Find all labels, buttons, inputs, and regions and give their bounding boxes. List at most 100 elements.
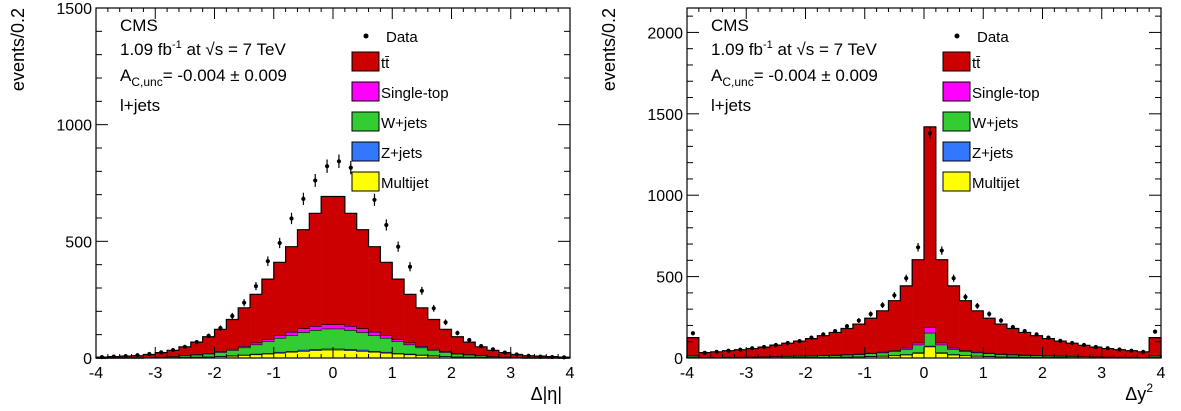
data-point-36: [1117, 347, 1122, 352]
bar-0-11: [226, 355, 239, 358]
data-point-26: [407, 264, 413, 269]
bar-2-24: [380, 337, 393, 352]
bar-0-15: [864, 356, 877, 358]
bar-4-24: [971, 310, 984, 352]
data-point-25: [987, 311, 992, 317]
bar-3-20: [333, 324, 346, 329]
asymmetry-label: AC,unc= -0.004 ± 0.009: [120, 66, 287, 89]
bar-2-32: [475, 355, 488, 358]
bar-2-22: [947, 349, 960, 355]
bar-2-12: [238, 347, 251, 355]
legend-data-label: Data: [386, 29, 418, 46]
bar-4-13: [841, 328, 854, 355]
legend-swatch-2: [351, 111, 380, 132]
x-tick-label-8: 4: [566, 365, 575, 382]
channel-label: l+jets: [120, 96, 160, 115]
bar-4-29: [1030, 335, 1043, 356]
bar-4-5: [155, 352, 168, 357]
data-point-20: [336, 159, 342, 164]
delta-eta-chart: -4 -3 -2 -1 0 1 2 3 4 0 500 1000 1500 events/0.2 Δ|η| C…: [8, 1, 575, 404]
channel-label: l+jets: [711, 96, 751, 115]
bar-2-12: [829, 355, 842, 357]
data-point-16: [880, 302, 885, 308]
data-point-12: [242, 300, 247, 305]
bar-3-23: [368, 331, 381, 336]
bar-0-19: [321, 349, 334, 358]
bar-0-23: [368, 351, 381, 358]
bar-4-33: [1078, 345, 1091, 357]
data-point-27: [419, 288, 424, 293]
data-point-10: [809, 335, 814, 340]
legend-label-2: W+jets: [381, 115, 427, 132]
bar-4-27: [415, 307, 429, 347]
bar-3-26: [404, 342, 417, 345]
bar-4-15: [864, 318, 877, 353]
legend-swatch-4: [351, 171, 380, 192]
data-point-15: [868, 311, 873, 317]
data-point-7: [182, 344, 187, 349]
bar-4-30: [1042, 338, 1055, 356]
stacked-histogram: [686, 126, 1162, 359]
data-point-38: [1141, 349, 1146, 354]
delta-y-squared-chart: -4 -3 -2 -1 0 1 2 3 4 0 500 1000 1500 2000 events/0.2 Δ…: [599, 7, 1166, 404]
bar-4-30: [451, 336, 464, 354]
data-point-8: [785, 340, 790, 346]
annotations: CMS 1.09 fb-1 at √s = 7 TeV AC,unc= -0.004…: [711, 16, 878, 115]
bar-2-26: [995, 354, 1008, 357]
data-point-31: [1058, 338, 1063, 344]
bar-0-12: [238, 355, 251, 358]
legend-label-1: Single-top: [381, 85, 449, 102]
bar-3-27: [415, 346, 429, 348]
bar-3-21: [935, 342, 948, 345]
data-point-19: [915, 245, 921, 250]
legend-label-1: Single-top: [972, 85, 1040, 102]
y-tick-label-1: 500: [65, 234, 92, 251]
x-tick-label-1: -3: [148, 365, 162, 382]
data-point-13: [253, 284, 259, 289]
bar-3-17: [297, 328, 310, 333]
bar-4-9: [793, 341, 806, 356]
bar-4-22: [947, 285, 960, 348]
bar-2-39: [1149, 355, 1162, 358]
data-point-35: [1105, 346, 1110, 351]
data-point-18: [904, 276, 909, 281]
bar-4-11: [817, 335, 830, 356]
bar-2-7: [178, 355, 192, 358]
data-point-39: [1152, 329, 1158, 334]
legend-swatch-0: [351, 51, 380, 72]
bar-2-30: [451, 353, 464, 357]
y-axis-title: events/0.2: [8, 8, 28, 91]
data-point-11: [821, 332, 826, 337]
y-axis: 0 500 1000 1500 2000: [647, 15, 1161, 368]
bar-2-18: [309, 330, 322, 350]
bar-4-36: [1113, 349, 1126, 357]
bar-2-10: [805, 355, 818, 358]
data-point-27: [1010, 324, 1015, 330]
data-point-39: [561, 355, 567, 360]
cms-label: CMS: [120, 16, 158, 35]
right-chart-panel: -4 -3 -2 -1 0 1 2 3 4 0 500 1000 1500 2000 events/0.2 Δ…: [591, 0, 1181, 411]
bar-3-19: [321, 324, 334, 329]
bar-4-10: [805, 338, 818, 356]
data-point-17: [301, 196, 306, 201]
bar-4-20: [333, 196, 346, 325]
bar-4-16: [285, 246, 298, 332]
data-point-22: [951, 276, 956, 281]
y-tick-label-3: 1500: [647, 107, 683, 124]
bar-2-8: [190, 354, 203, 357]
bar-4-21: [344, 213, 357, 327]
bar-0-16: [876, 356, 889, 358]
bar-2-30: [1042, 355, 1055, 358]
bar-0-20: [333, 349, 346, 358]
bar-4-14: [261, 279, 275, 340]
data-point-23: [372, 197, 377, 202]
bar-4-20: [924, 126, 937, 328]
bar-3-18: [309, 326, 322, 330]
legend-label-3: Z+jets: [972, 145, 1013, 162]
bar-2-18: [900, 349, 913, 355]
bar-0-14: [852, 356, 866, 358]
data-point-16: [289, 216, 294, 221]
bar-4-33: [487, 350, 500, 357]
x-tick-label-6: 2: [447, 365, 456, 382]
bar-2-20: [333, 328, 346, 349]
